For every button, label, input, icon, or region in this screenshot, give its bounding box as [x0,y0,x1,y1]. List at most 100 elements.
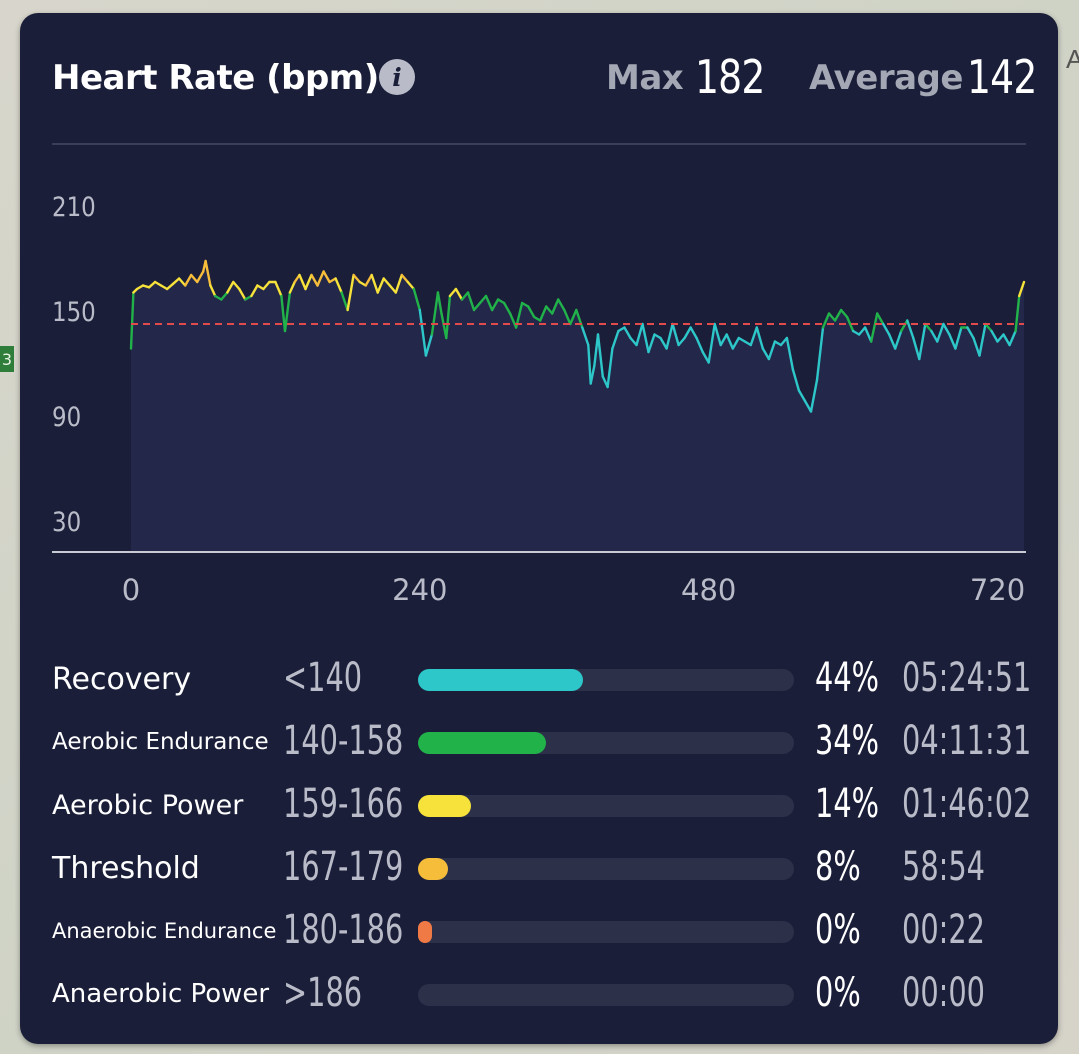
hr-line-segment [990,329,999,343]
x-tick-label: 720 [970,573,1025,607]
zone-progress-fill [418,795,471,817]
hr-line-segment [147,280,157,289]
zone-name: Anaerobic Endurance [52,919,277,944]
info-icon[interactable]: i [379,59,415,95]
hr-line-segment [596,333,604,378]
hr-line-segment [232,280,241,291]
hr-line-segment [611,329,620,350]
zone-percent: 14% [815,781,880,827]
hr-line-segment [316,270,325,287]
hr-line-segment [606,347,614,389]
hr-line-segment [454,287,464,301]
hr-line-segment [262,280,271,291]
hr-line-segment [557,298,566,312]
hr-line-segment [430,291,440,336]
hr-line-segment [845,315,855,333]
hr-line-segment [364,273,373,287]
zone-percent: 8% [815,844,861,890]
average-label: Average [809,58,963,98]
zone-progress-track [418,795,794,817]
hr-line-segment [539,305,548,322]
hr-line-segment [623,326,632,340]
hr-line-segment [589,364,596,385]
hr-line-segment [635,322,644,347]
zone-time: 58:54 [902,844,986,890]
hr-line-segment [695,336,704,354]
hr-line-segment [502,301,512,315]
zone-row: Anaerobic Endurance 180-186 0% 00:22 [0,907,1079,957]
hr-line-segment [288,280,296,294]
hr-line-segment [954,326,963,350]
hr-line-segment [647,333,656,354]
hr-line-segment [918,322,927,361]
hr-line-segment [839,308,849,319]
zone-row: Recovery <140 44% 05:24:51 [0,655,1079,705]
chart-area-fill [131,261,1024,552]
hr-line-segment [629,336,638,347]
zone-row: Aerobic Endurance 140-158 34% 04:11:31 [0,718,1079,768]
hr-line-segment [472,301,482,312]
hr-line-segment [545,305,554,315]
hr-line-segment [370,273,379,294]
zone-range: 167-179 [283,844,404,890]
hr-line-segment [587,343,592,385]
heart-rate-chart: 210 150 90 30 0 240 480 720 [52,191,1026,607]
hr-line-segment [220,291,229,301]
hr-line-segment [767,340,777,361]
hr-line-segment [749,326,758,347]
hr-line-segment [310,273,319,287]
zone-time: 01:46:02 [902,781,1032,827]
hr-line-segment [165,282,175,291]
hr-line-segment [984,322,993,333]
hr-line-segment [400,273,409,284]
y-tick-label: 210 [52,191,96,222]
hr-line-segment [713,322,722,347]
hr-line-segment [593,333,600,368]
hr-line-segment [183,273,193,287]
hr-line-segment [930,329,939,343]
hr-line-segment [815,326,825,382]
hr-line-segment [725,333,734,350]
average-value: 142 [967,50,1037,104]
hr-line-segment [177,277,187,287]
hr-line-segment [876,312,885,326]
hr-line-segment [912,336,921,361]
x-tick-label: 0 [122,573,140,607]
zone-progress-track [418,732,794,754]
hr-line-segment [406,280,415,291]
hr-line-segment [972,336,981,357]
hr-line-segment [936,322,945,343]
zone-progress-track [418,921,794,943]
hr-line-segment [659,336,668,350]
hr-line-segment [707,322,716,364]
hr-line-segment [803,399,813,413]
hr-line-segment [551,298,560,315]
hr-line-segment [195,270,205,284]
hr-line-segment [797,389,807,403]
hr-line-segment [882,322,891,336]
zone-progress-track [418,858,794,880]
hr-line-segment [346,273,355,312]
hr-line-segment [460,291,470,301]
zone-range: >186 [283,970,363,1016]
hr-line-segment [189,273,199,284]
zone-progress-fill [418,921,432,943]
hr-line-segment [478,294,488,305]
hr-line-segment [209,284,217,298]
zone-row: Threshold 167-179 8% 58:54 [0,844,1079,894]
hr-line-segment [870,312,879,343]
hr-line-segment [894,329,903,350]
max-value: 182 [695,50,765,104]
hr-line-segment [924,322,933,333]
hr-line-segment [436,291,443,315]
hr-line-segment [966,326,975,340]
hr-line-segment [900,319,909,333]
hr-line-segment [304,273,313,291]
hr-line-segment [809,378,819,413]
hr-line-segment [833,308,843,322]
hr-line-segment [978,322,987,357]
hr-line-segment [1008,329,1017,347]
zone-percent: 0% [815,970,861,1016]
header-divider [52,143,1026,145]
hr-line-segment [996,333,1005,343]
